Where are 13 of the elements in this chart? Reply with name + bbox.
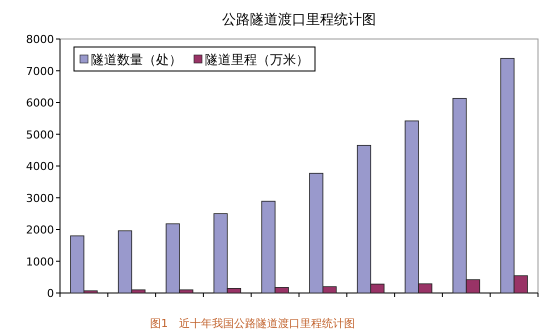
y-tick-label: 3000: [26, 192, 54, 205]
y-tick-label: 1000: [26, 255, 54, 268]
y-tick-label: 7000: [26, 64, 54, 78]
chart-title: 公路隧道渡口里程统计图: [222, 12, 376, 28]
legend-label: 隧道数量（处）: [91, 53, 182, 68]
y-tick-label: 2000: [26, 224, 54, 236]
legend-label: 隧道里程（万米）: [205, 53, 309, 68]
y-tick-label: 5000: [26, 128, 54, 142]
y-tick-label: 0: [47, 287, 54, 300]
y-tick-label: 6000: [26, 96, 54, 110]
y-tick-label: 4000: [26, 160, 54, 173]
y-tick-label: 8000: [26, 33, 54, 46]
caption: 图1 近十年我国公路隧道渡口里程统计图: [150, 317, 355, 330]
